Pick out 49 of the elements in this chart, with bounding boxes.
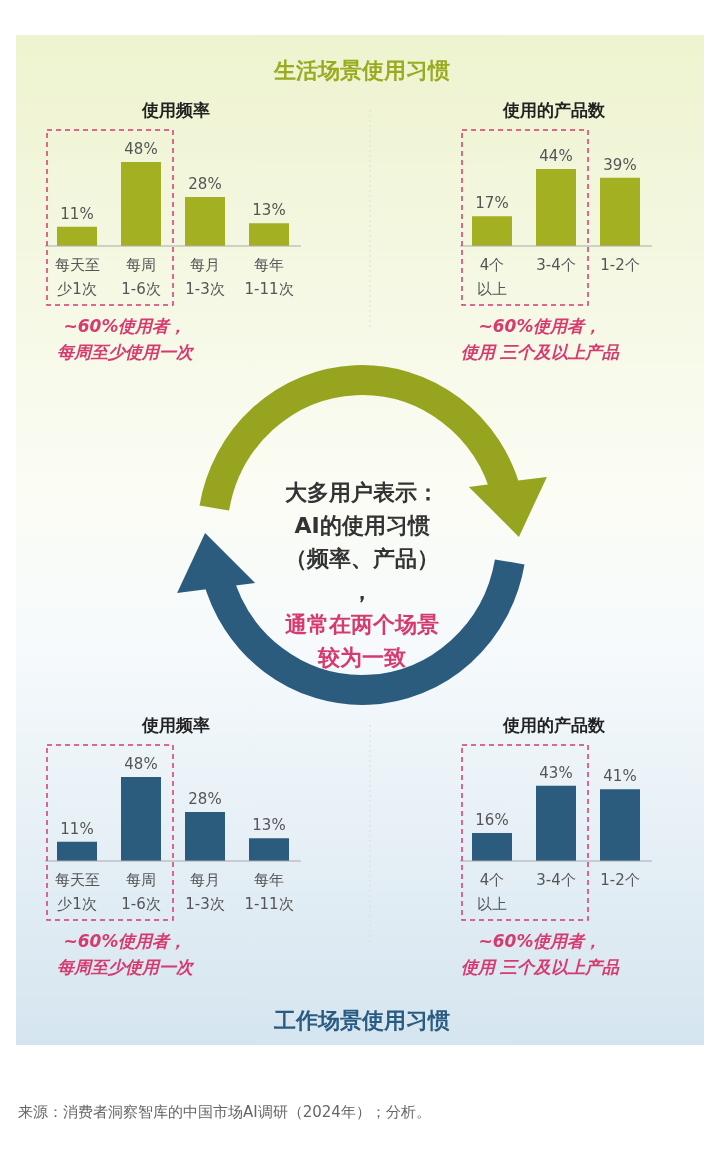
data-label: 43% — [539, 763, 573, 782]
x-tick-label: 3-4个 — [536, 256, 576, 274]
data-label: 13% — [252, 201, 286, 220]
text: 工作场景使用习惯 — [273, 1008, 450, 1033]
x-tick-label: 每周1-6次 — [121, 256, 161, 298]
chart-title: 使用频率 — [141, 715, 210, 735]
bar — [121, 777, 161, 861]
text: ~60%使用者，每周至少使用一次 — [57, 931, 195, 977]
x-tick-label: 每周1-6次 — [121, 871, 161, 913]
data-label: 17% — [475, 194, 509, 213]
x-tick-label: 每天至少1次 — [54, 256, 100, 298]
data-label: 44% — [539, 147, 573, 165]
bar — [57, 841, 97, 861]
x-tick-label: 4个以上 — [477, 256, 507, 298]
text: 生活场景使用习惯 — [273, 58, 450, 83]
text: ~60%使用者，使用 三个及以上产品 — [460, 931, 621, 977]
data-label: 11% — [60, 204, 94, 223]
x-tick-label: 每月1-3次 — [185, 871, 225, 913]
data-label: 48% — [124, 140, 158, 158]
x-tick-label: 4个以上 — [477, 871, 507, 913]
x-tick-label: 1-2个 — [600, 871, 640, 889]
bar — [185, 197, 225, 246]
bar — [121, 162, 161, 246]
chart-title: 使用频率 — [141, 100, 210, 120]
bar — [57, 226, 97, 246]
bar — [249, 838, 289, 861]
chart-title: 使用的产品数 — [502, 100, 606, 120]
data-label: 41% — [603, 767, 637, 786]
bar — [249, 223, 289, 246]
x-tick-label: 每年1-11次 — [244, 256, 294, 298]
data-label: 11% — [60, 819, 94, 838]
x-tick-label: 1-2个 — [600, 256, 640, 274]
text: 通常在两个场景较为一致 — [284, 612, 439, 670]
x-tick-label: 3-4个 — [536, 871, 576, 889]
data-label: 28% — [188, 790, 222, 808]
data-label: 39% — [603, 155, 637, 174]
x-tick-label: 每年1-11次 — [244, 871, 294, 913]
text: ~60%使用者，每周至少使用一次 — [57, 316, 195, 362]
x-tick-label: 每天至少1次 — [54, 871, 100, 913]
data-label: 28% — [188, 175, 222, 193]
data-label: 48% — [124, 755, 158, 773]
source-note: 来源：消费者洞察智库的中国市场AI调研（2024年）；分析。 — [18, 1103, 431, 1121]
text: ~60%使用者，使用 三个及以上产品 — [460, 316, 621, 362]
bar — [185, 812, 225, 861]
x-tick-label: 每月1-3次 — [185, 256, 225, 298]
data-label: 13% — [252, 816, 286, 835]
text: 大多用户表示：AI的使用习惯（频率、产品）， — [285, 480, 439, 604]
data-label: 16% — [475, 811, 509, 829]
chart-title: 使用的产品数 — [502, 715, 606, 735]
